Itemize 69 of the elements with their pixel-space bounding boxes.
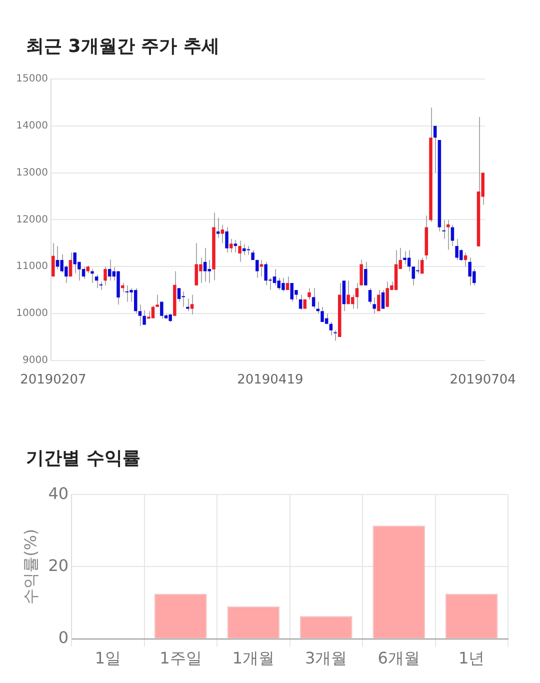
- candlestick: [364, 261, 368, 286]
- candlestick: [442, 220, 446, 240]
- y-tick-label: 40: [48, 484, 69, 503]
- candlestick: [52, 242, 55, 277]
- candlestick: [68, 252, 72, 277]
- candlestick: [412, 266, 416, 286]
- candlestick: [403, 250, 406, 265]
- candlestick: [377, 290, 380, 312]
- candlestick: [160, 301, 164, 320]
- chart-title: 최근 3개월간 주가 추세: [26, 35, 220, 58]
- candlestick: [238, 240, 242, 262]
- x-tick-label: 20190704: [450, 372, 516, 388]
- x-tick-label: 20190207: [20, 372, 86, 388]
- candlestick: [320, 306, 324, 322]
- x-tick-label: 1일: [94, 648, 122, 668]
- y-tick-label: 12000: [16, 214, 48, 226]
- candlestick: [420, 257, 424, 274]
- candlestick: [216, 217, 220, 238]
- x-tick-label: 3개월: [305, 648, 348, 668]
- candlestick: [229, 238, 233, 254]
- candlestick: [203, 247, 207, 282]
- y-tick-label: 10000: [16, 308, 48, 320]
- candlestick: [450, 224, 454, 246]
- candlestick: [256, 259, 259, 278]
- candlestick: [407, 250, 411, 272]
- candlestick: [225, 226, 228, 254]
- candlestick: [125, 284, 129, 302]
- y-tick-label: 13000: [16, 167, 48, 178]
- x-tick-label: 1주일: [160, 648, 202, 668]
- y-tick-label: 9000: [22, 354, 48, 366]
- candlestick: [56, 245, 60, 270]
- candlestick: [151, 305, 155, 319]
- candlestick: [90, 268, 94, 284]
- y-tick-label: 15000: [16, 74, 48, 85]
- candlestick: [298, 294, 302, 310]
- candlestick: [194, 242, 198, 286]
- candlestick: [242, 244, 246, 256]
- candlestick: [108, 259, 112, 282]
- y-tick-label: 11000: [16, 261, 48, 272]
- y-tick-label: 20: [48, 556, 69, 575]
- candlestick: [329, 321, 333, 336]
- candlestick: [134, 288, 138, 314]
- candlestick: [199, 257, 202, 284]
- chart-title: 기간별 수익률: [26, 447, 142, 470]
- candlestick: [182, 290, 185, 308]
- candlestick: [156, 294, 159, 308]
- candlestick: [177, 288, 181, 302]
- candlestick: [234, 239, 238, 254]
- candlestick: [312, 288, 316, 310]
- candlestick: [368, 288, 372, 305]
- candlestick: [308, 288, 311, 300]
- y-tick-label: 0: [58, 628, 69, 647]
- y-tick-label: 14000: [16, 120, 48, 132]
- candlestick: [381, 290, 385, 310]
- x-tick-label: 20190419: [237, 372, 304, 388]
- x-tick-label: 1개월: [232, 648, 275, 668]
- candlestick: [272, 268, 276, 286]
- candlestick: [104, 266, 107, 286]
- candlestick: [190, 294, 194, 315]
- candlestick: [220, 224, 224, 244]
- y-axis-title: 수익률(%): [20, 528, 40, 605]
- x-tick-label: 6개월: [378, 648, 420, 668]
- candlestick: [342, 280, 346, 312]
- candlestick: [186, 298, 190, 312]
- x-tick-label: 1년: [458, 648, 485, 668]
- candlestick: [286, 276, 290, 291]
- candlestick: [208, 260, 212, 284]
- candlestick: [324, 313, 328, 324]
- candlestick: [372, 297, 376, 314]
